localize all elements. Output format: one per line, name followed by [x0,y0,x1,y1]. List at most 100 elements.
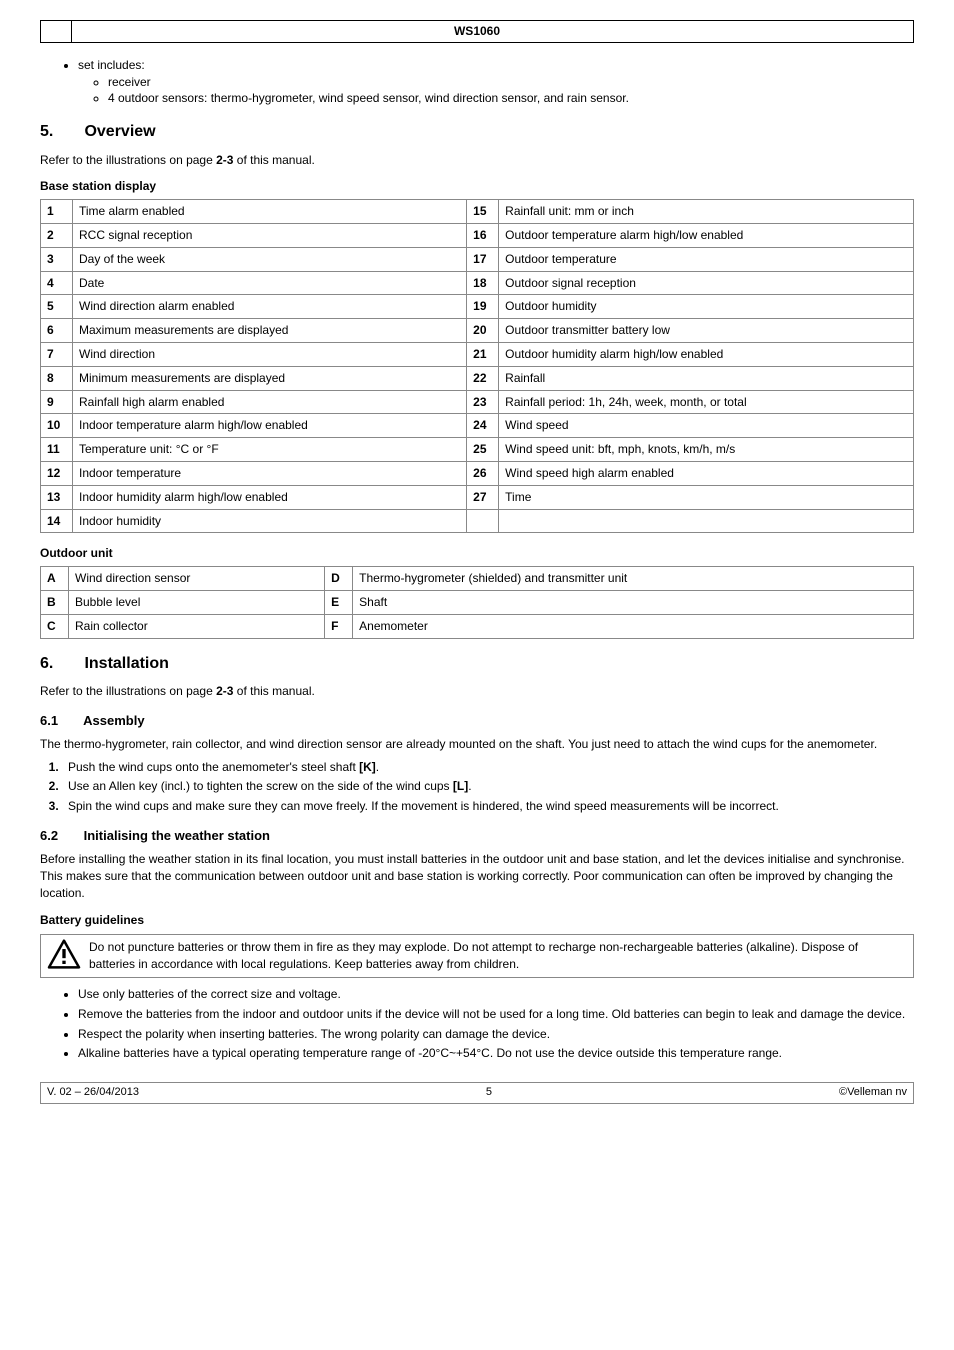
outdoor-unit-subhead: Outdoor unit [40,545,914,562]
section-title: Overview [84,123,155,140]
row-label: Thermo-hygrometer (shielded) and transmi… [353,567,914,591]
row-number: 18 [467,271,499,295]
warning-text: Do not puncture batteries or throw them … [89,939,907,973]
row-number: 4 [41,271,73,295]
step-item: Spin the wind cups and make sure they ca… [62,798,914,815]
table-row: 8Minimum measurements are displayed22Rai… [41,366,914,390]
row-number: 20 [467,319,499,343]
row-label: Maximum measurements are displayed [73,319,467,343]
text-bold: [K] [359,760,376,774]
table-row: 5Wind direction alarm enabled19Outdoor h… [41,295,914,319]
text-fragment: Push the wind cups onto the anemometer's… [68,760,359,774]
row-label: Minimum measurements are displayed [73,366,467,390]
row-label: Anemometer [353,614,914,638]
section-6-heading: 6. Installation [40,653,914,675]
row-letter: C [41,614,69,638]
row-number: 14 [41,509,73,533]
subsection-number: 6.1 [40,712,80,730]
row-letter: B [41,590,69,614]
row-label [499,509,914,533]
footer-copyright: ©Velleman nv [839,1085,907,1100]
row-label: Bubble level [69,590,325,614]
row-label: Wind speed [499,414,914,438]
row-label: Wind speed unit: bft, mph, knots, km/h, … [499,438,914,462]
row-number: 10 [41,414,73,438]
outdoor-unit-table: AWind direction sensorDThermo-hygrometer… [40,566,914,638]
text-fragment: Spin the wind cups and make sure they ca… [68,799,779,813]
set-includes-list: set includes: receiver 4 outdoor sensors… [40,57,914,107]
battery-guidelines-subhead: Battery guidelines [40,912,914,929]
subsection-6-1-heading: 6.1 Assembly [40,712,914,730]
text-fragment: Refer to the illustrations on page [40,153,216,167]
row-letter: A [41,567,69,591]
row-number: 19 [467,295,499,319]
row-label: Time alarm enabled [73,200,467,224]
list-item: Respect the polarity when inserting batt… [78,1026,914,1043]
row-number: 25 [467,438,499,462]
table-row: 14Indoor humidity [41,509,914,533]
row-label: Outdoor signal reception [499,271,914,295]
row-label: Indoor temperature [73,461,467,485]
table-row: 11Temperature unit: °C or °F25Wind speed… [41,438,914,462]
table-row: CRain collectorFAnemometer [41,614,914,638]
assembly-steps: Push the wind cups onto the anemometer's… [40,759,914,815]
subsection-6-2-heading: 6.2 Initialising the weather station [40,827,914,845]
row-label: Time [499,485,914,509]
page-header: WS1060 [40,20,914,43]
row-number: 1 [41,200,73,224]
row-number: 16 [467,223,499,247]
subsection-title: Initialising the weather station [84,828,270,843]
row-number: 17 [467,247,499,271]
row-letter: E [325,590,353,614]
table-row: 2RCC signal reception16Outdoor temperatu… [41,223,914,247]
list-item: receiver [108,74,914,91]
row-number: 11 [41,438,73,462]
row-label: Outdoor transmitter battery low [499,319,914,343]
text-fragment: of this manual. [233,153,314,167]
table-row: 7Wind direction21Outdoor humidity alarm … [41,342,914,366]
subsection-number: 6.2 [40,827,80,845]
row-number: 3 [41,247,73,271]
row-label: Rain collector [69,614,325,638]
footer-version: V. 02 – 26/04/2013 [47,1085,139,1100]
row-label: Outdoor temperature [499,247,914,271]
subsection-title: Assembly [83,713,144,728]
step-item: Use an Allen key (incl.) to tighten the … [62,778,914,795]
row-number: 22 [467,366,499,390]
text-fragment: Refer to the illustrations on page [40,684,216,698]
footer-page-number: 5 [486,1085,492,1100]
row-label: Rainfall period: 1h, 24h, week, month, o… [499,390,914,414]
sub-list: receiver 4 outdoor sensors: thermo-hygro… [78,74,914,108]
table-row: AWind direction sensorDThermo-hygrometer… [41,567,914,591]
row-number: 13 [41,485,73,509]
row-label: RCC signal reception [73,223,467,247]
refer-text: Refer to the illustrations on page 2-3 o… [40,683,914,700]
row-number: 8 [41,366,73,390]
text-fragment: . [376,760,379,774]
row-label: Wind direction [73,342,467,366]
row-number: 24 [467,414,499,438]
row-number: 12 [41,461,73,485]
assembly-intro: The thermo-hygrometer, rain collector, a… [40,736,914,753]
row-label: Date [73,271,467,295]
row-label: Wind direction sensor [69,567,325,591]
refer-text: Refer to the illustrations on page 2-3 o… [40,152,914,169]
text-bold: 2-3 [216,153,233,167]
row-number: 5 [41,295,73,319]
text-fragment: of this manual. [233,684,314,698]
base-station-table: 1Time alarm enabled15Rainfall unit: mm o… [40,199,914,533]
row-letter: D [325,567,353,591]
base-station-subhead: Base station display [40,178,914,195]
warning-icon [47,939,81,969]
row-number: 6 [41,319,73,343]
table-row: 4Date18Outdoor signal reception [41,271,914,295]
warning-box: Do not puncture batteries or throw them … [40,934,914,978]
list-item: 4 outdoor sensors: thermo-hygrometer, wi… [108,90,914,107]
list-item-text: set includes: [78,58,145,72]
row-label: Rainfall unit: mm or inch [499,200,914,224]
row-label: Rainfall [499,366,914,390]
table-row: 1Time alarm enabled15Rainfall unit: mm o… [41,200,914,224]
page-footer: V. 02 – 26/04/2013 5 ©Velleman nv [40,1082,914,1103]
row-label: Temperature unit: °C or °F [73,438,467,462]
row-number [467,509,499,533]
